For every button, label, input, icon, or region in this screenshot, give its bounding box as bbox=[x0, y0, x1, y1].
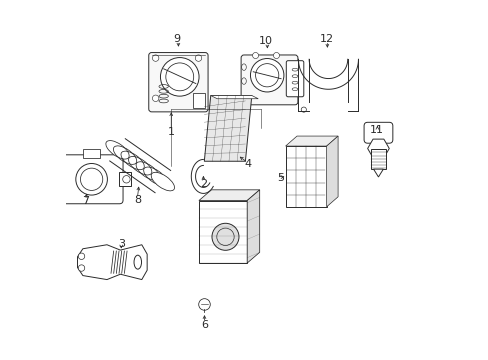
Polygon shape bbox=[246, 190, 259, 263]
Text: 12: 12 bbox=[319, 34, 333, 44]
Text: 7: 7 bbox=[82, 197, 89, 206]
Bar bbox=[52, 172, 63, 186]
Circle shape bbox=[76, 163, 107, 195]
Text: 4: 4 bbox=[244, 159, 251, 169]
Circle shape bbox=[78, 265, 84, 271]
Circle shape bbox=[78, 253, 84, 260]
Polygon shape bbox=[77, 245, 147, 280]
Text: 2: 2 bbox=[200, 179, 206, 189]
Polygon shape bbox=[373, 169, 383, 177]
Text: 10: 10 bbox=[259, 36, 272, 46]
FancyBboxPatch shape bbox=[364, 122, 392, 143]
Bar bbox=[193, 93, 205, 108]
Circle shape bbox=[160, 58, 199, 96]
Text: 5: 5 bbox=[276, 173, 283, 183]
Bar bbox=[83, 149, 100, 158]
Circle shape bbox=[195, 55, 202, 61]
FancyBboxPatch shape bbox=[241, 55, 297, 105]
Polygon shape bbox=[199, 190, 259, 201]
Polygon shape bbox=[204, 95, 251, 161]
Text: 3: 3 bbox=[118, 239, 124, 249]
Polygon shape bbox=[326, 136, 337, 207]
Circle shape bbox=[152, 55, 159, 61]
Text: 6: 6 bbox=[201, 320, 208, 330]
Circle shape bbox=[211, 223, 239, 250]
FancyBboxPatch shape bbox=[285, 61, 303, 97]
Polygon shape bbox=[285, 136, 337, 146]
Circle shape bbox=[122, 176, 130, 183]
Polygon shape bbox=[199, 201, 246, 263]
Text: 11: 11 bbox=[369, 125, 383, 135]
FancyBboxPatch shape bbox=[60, 155, 123, 204]
Circle shape bbox=[273, 53, 279, 59]
Polygon shape bbox=[210, 95, 258, 99]
Polygon shape bbox=[367, 139, 388, 158]
Polygon shape bbox=[285, 146, 326, 207]
Bar bbox=[370, 149, 385, 169]
Text: 9: 9 bbox=[173, 34, 180, 44]
Text: 8: 8 bbox=[134, 195, 141, 204]
Circle shape bbox=[252, 53, 258, 59]
Bar bbox=[119, 172, 131, 186]
Circle shape bbox=[53, 176, 61, 183]
FancyBboxPatch shape bbox=[148, 53, 207, 112]
Text: 1: 1 bbox=[167, 127, 174, 137]
Ellipse shape bbox=[151, 172, 174, 191]
Circle shape bbox=[152, 95, 159, 102]
Ellipse shape bbox=[105, 140, 129, 159]
Circle shape bbox=[250, 59, 284, 92]
Circle shape bbox=[198, 299, 210, 310]
